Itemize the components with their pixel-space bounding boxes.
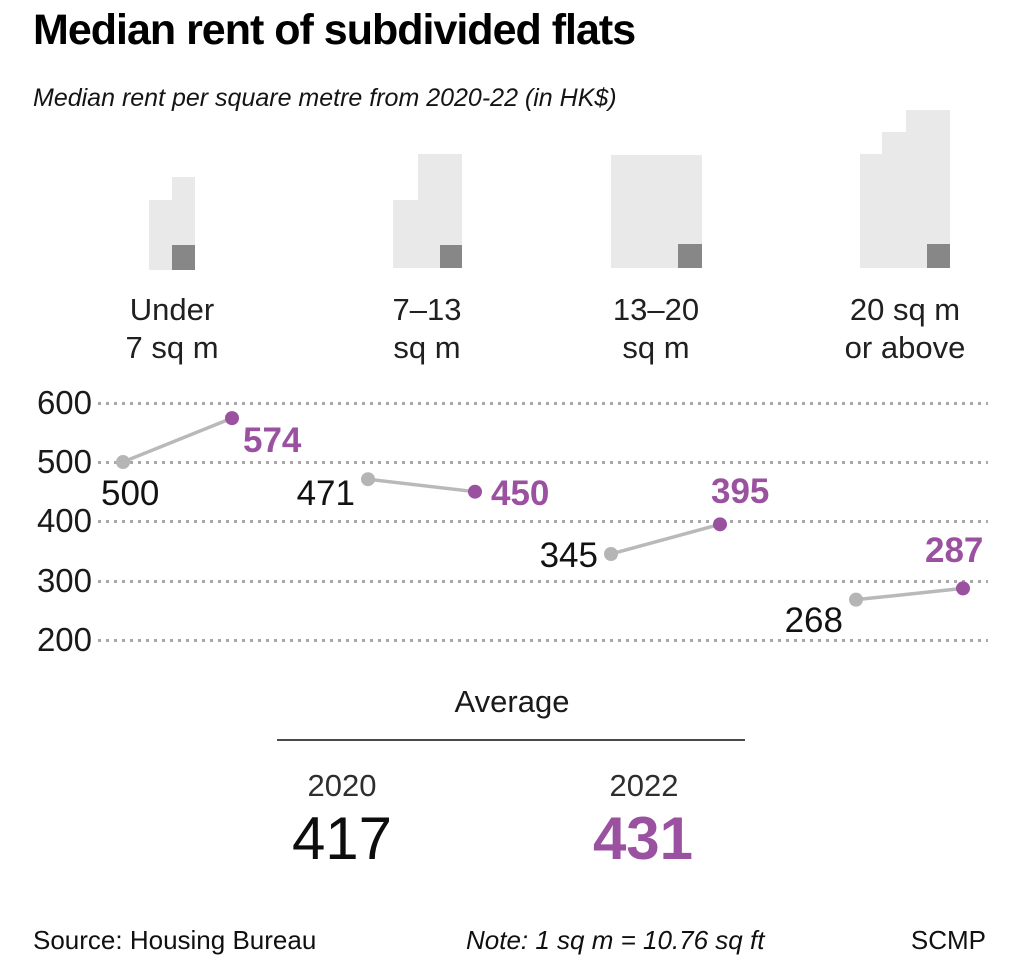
category-label-line: 7–13 (392, 292, 462, 327)
value-label-2020: 268 (784, 601, 843, 640)
building-block (860, 154, 882, 268)
trend-line (855, 586, 964, 602)
average-divider-line (277, 739, 745, 741)
data-point-2020 (849, 592, 863, 607)
building-block (906, 110, 950, 268)
data-point-2022 (225, 411, 239, 426)
gridline (98, 579, 988, 583)
gridline (98, 461, 988, 465)
average-heading: Average (454, 684, 570, 719)
subdivided-unit-highlight (440, 245, 462, 268)
category-label-line: Under (129, 292, 215, 327)
value-label-2022: 287 (925, 531, 984, 570)
subdivided-unit-highlight (678, 244, 702, 268)
building-icon-tallest (860, 110, 950, 268)
subdivided-unit-highlight (172, 245, 195, 270)
trend-line (610, 522, 721, 556)
value-label-2020: 345 (539, 536, 598, 575)
trend-line (367, 477, 476, 494)
average-year-2022: 2022 (609, 768, 679, 803)
value-label-2022: 450 (491, 474, 550, 513)
data-point-2020 (361, 472, 375, 487)
footnote: Note: 1 sq m = 10.76 sq ft (466, 925, 765, 955)
building-icon-medium (393, 154, 462, 268)
y-axis-tick-label: 400 (36, 502, 92, 540)
category-label-line: or above (844, 330, 966, 365)
gridline (98, 520, 988, 524)
chart-subtitle: Median rent per square metre from 2020-2… (33, 84, 617, 112)
category-label-20-above: 20 sq m or above (800, 291, 1010, 367)
data-point-2022 (468, 484, 482, 499)
value-label-2022: 574 (243, 421, 302, 460)
publisher-credit: SCMP (910, 925, 986, 955)
y-axis-tick-label: 600 (36, 383, 92, 421)
value-label-2020: 471 (296, 474, 355, 513)
building-icon-small (149, 177, 195, 270)
y-axis-tick-label: 500 (36, 443, 92, 481)
building-block (393, 200, 418, 268)
data-point-2020 (604, 546, 618, 561)
category-label-line: sq m (622, 330, 690, 365)
category-label-under-7: Under 7 sq m (67, 291, 277, 367)
category-label-13-20: 13–20 sq m (551, 291, 761, 367)
category-label-line: sq m (393, 330, 461, 365)
building-block (882, 132, 906, 268)
subdivided-unit-highlight (927, 244, 950, 268)
gridline (98, 401, 988, 405)
data-point-2020 (116, 455, 130, 470)
category-label-7-13: 7–13 sq m (322, 291, 532, 367)
gridline (98, 639, 988, 643)
average-value-2022: 431 (592, 805, 694, 872)
y-axis-tick-label: 200 (36, 621, 92, 659)
average-value-2020: 417 (291, 805, 393, 872)
data-point-2022 (713, 517, 727, 532)
page-title: Median rent of subdivided flats (33, 6, 636, 54)
category-label-line: 20 sq m (849, 292, 961, 327)
value-label-2020: 500 (101, 474, 160, 513)
data-point-2022 (956, 581, 970, 596)
line-chart (116, 411, 970, 607)
building-block (149, 200, 172, 270)
value-label-2022: 395 (711, 472, 770, 511)
category-label-line: 7 sq m (125, 330, 219, 365)
trend-line (122, 416, 233, 464)
building-icon-large (611, 155, 702, 268)
source-credit: Source: Housing Bureau (33, 925, 317, 955)
y-axis-tick-label: 300 (36, 561, 92, 599)
average-year-2020: 2020 (307, 768, 377, 803)
category-label-line: 13–20 (612, 292, 700, 327)
